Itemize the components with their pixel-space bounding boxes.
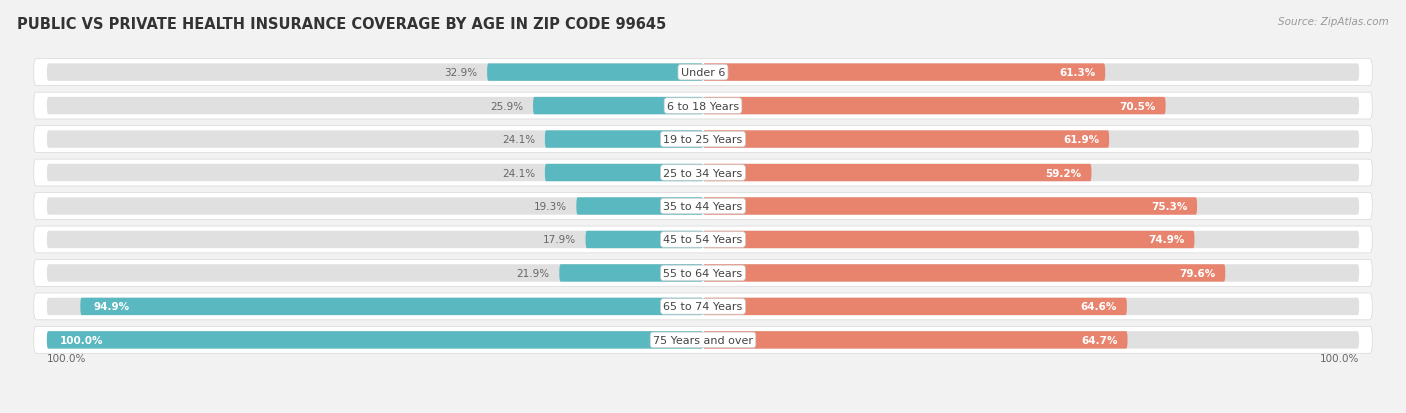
Text: Under 6: Under 6 <box>681 68 725 78</box>
Text: 45 to 54 Years: 45 to 54 Years <box>664 235 742 245</box>
Text: 59.2%: 59.2% <box>1046 168 1081 178</box>
FancyBboxPatch shape <box>703 265 1225 282</box>
FancyBboxPatch shape <box>585 231 703 249</box>
Text: 24.1%: 24.1% <box>502 168 536 178</box>
Text: 24.1%: 24.1% <box>502 135 536 145</box>
FancyBboxPatch shape <box>34 160 1372 186</box>
FancyBboxPatch shape <box>46 231 703 249</box>
FancyBboxPatch shape <box>703 231 1195 249</box>
Text: 61.3%: 61.3% <box>1059 68 1095 78</box>
FancyBboxPatch shape <box>34 293 1372 320</box>
Text: 75 Years and over: 75 Years and over <box>652 335 754 345</box>
Text: PUBLIC VS PRIVATE HEALTH INSURANCE COVERAGE BY AGE IN ZIP CODE 99645: PUBLIC VS PRIVATE HEALTH INSURANCE COVER… <box>17 17 666 31</box>
FancyBboxPatch shape <box>703 97 1166 115</box>
FancyBboxPatch shape <box>546 164 703 182</box>
FancyBboxPatch shape <box>46 198 703 215</box>
FancyBboxPatch shape <box>34 93 1372 120</box>
FancyBboxPatch shape <box>34 260 1372 287</box>
FancyBboxPatch shape <box>46 265 703 282</box>
FancyBboxPatch shape <box>703 131 1360 148</box>
Text: 25 to 34 Years: 25 to 34 Years <box>664 168 742 178</box>
FancyBboxPatch shape <box>34 193 1372 220</box>
FancyBboxPatch shape <box>703 198 1197 215</box>
Text: 79.6%: 79.6% <box>1180 268 1215 278</box>
Text: 17.9%: 17.9% <box>543 235 575 245</box>
FancyBboxPatch shape <box>703 265 1360 282</box>
Text: 55 to 64 Years: 55 to 64 Years <box>664 268 742 278</box>
Text: 94.9%: 94.9% <box>93 301 129 312</box>
Text: 61.9%: 61.9% <box>1063 135 1099 145</box>
FancyBboxPatch shape <box>34 126 1372 153</box>
FancyBboxPatch shape <box>46 331 703 349</box>
Text: 64.7%: 64.7% <box>1081 335 1118 345</box>
FancyBboxPatch shape <box>546 131 703 148</box>
FancyBboxPatch shape <box>703 331 1128 349</box>
Text: 75.3%: 75.3% <box>1152 202 1187 211</box>
Text: 65 to 74 Years: 65 to 74 Years <box>664 301 742 312</box>
FancyBboxPatch shape <box>703 64 1360 82</box>
FancyBboxPatch shape <box>703 231 1360 249</box>
FancyBboxPatch shape <box>34 227 1372 253</box>
Text: 74.9%: 74.9% <box>1149 235 1185 245</box>
FancyBboxPatch shape <box>46 298 703 316</box>
FancyBboxPatch shape <box>703 331 1360 349</box>
FancyBboxPatch shape <box>703 298 1126 316</box>
Text: 6 to 18 Years: 6 to 18 Years <box>666 101 740 112</box>
FancyBboxPatch shape <box>46 97 703 115</box>
FancyBboxPatch shape <box>46 131 703 148</box>
Text: 25.9%: 25.9% <box>491 101 523 112</box>
FancyBboxPatch shape <box>80 298 703 316</box>
FancyBboxPatch shape <box>703 164 1360 182</box>
FancyBboxPatch shape <box>46 164 703 182</box>
FancyBboxPatch shape <box>46 64 703 82</box>
FancyBboxPatch shape <box>703 198 1360 215</box>
FancyBboxPatch shape <box>703 64 1105 82</box>
FancyBboxPatch shape <box>703 298 1360 316</box>
FancyBboxPatch shape <box>703 131 1109 148</box>
Text: 19 to 25 Years: 19 to 25 Years <box>664 135 742 145</box>
Text: 70.5%: 70.5% <box>1119 101 1156 112</box>
FancyBboxPatch shape <box>576 198 703 215</box>
Text: 35 to 44 Years: 35 to 44 Years <box>664 202 742 211</box>
FancyBboxPatch shape <box>703 97 1360 115</box>
Text: 21.9%: 21.9% <box>516 268 550 278</box>
Text: 64.6%: 64.6% <box>1081 301 1116 312</box>
Text: 100.0%: 100.0% <box>1320 353 1360 363</box>
Text: 100.0%: 100.0% <box>46 353 86 363</box>
Text: 100.0%: 100.0% <box>60 335 104 345</box>
FancyBboxPatch shape <box>34 59 1372 86</box>
FancyBboxPatch shape <box>533 97 703 115</box>
Text: 32.9%: 32.9% <box>444 68 477 78</box>
FancyBboxPatch shape <box>703 164 1091 182</box>
FancyBboxPatch shape <box>560 265 703 282</box>
Text: 19.3%: 19.3% <box>533 202 567 211</box>
FancyBboxPatch shape <box>34 327 1372 354</box>
FancyBboxPatch shape <box>486 64 703 82</box>
Text: Source: ZipAtlas.com: Source: ZipAtlas.com <box>1278 17 1389 26</box>
FancyBboxPatch shape <box>46 331 703 349</box>
